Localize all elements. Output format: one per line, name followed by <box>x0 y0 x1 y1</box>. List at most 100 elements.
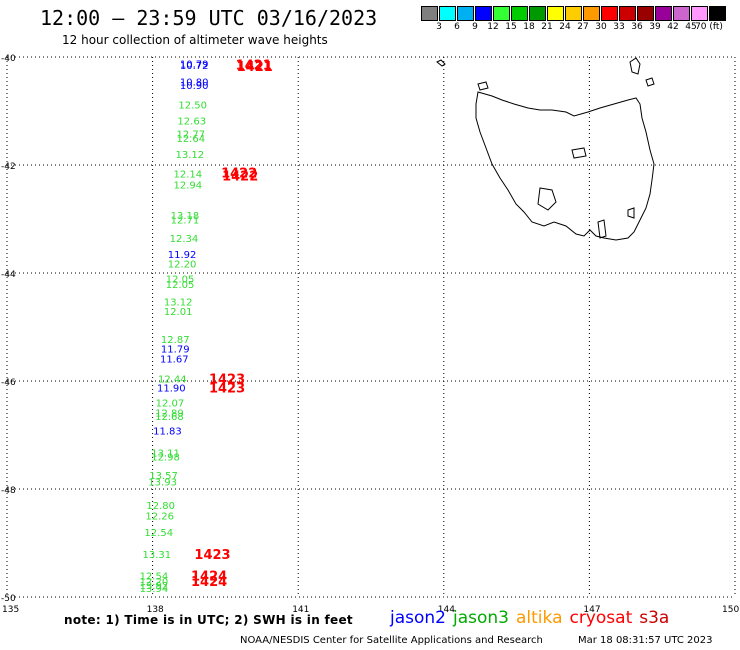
wave-height-value: 12.05 <box>166 280 195 291</box>
color-scale-label: 45 <box>685 22 697 32</box>
legend-entry-jason2: jason2 <box>390 608 446 628</box>
tasmania-outline <box>475 91 655 241</box>
longitude-label: 147 <box>583 605 600 615</box>
wave-height-value: 13.31 <box>142 550 171 561</box>
wave-height-value: 13.94 <box>140 584 169 595</box>
latitude-label: -46 <box>1 378 16 388</box>
wave-height-value: 12.50 <box>178 101 207 112</box>
great-lake <box>571 147 587 159</box>
lat-lon-grid <box>6 56 736 598</box>
page-title: 12:00 – 23:59 UTC 03/16/2023 <box>40 6 378 30</box>
longitude-label: 141 <box>292 605 309 615</box>
wave-height-value: 12.05 <box>166 274 195 285</box>
latitude-label: -44 <box>1 270 16 280</box>
color-swatch <box>709 6 726 21</box>
color-swatch <box>637 6 654 21</box>
wave-height-value: 13.12 <box>164 298 193 309</box>
longitude-label: 144 <box>438 605 455 615</box>
color-scale-label: 27 <box>577 22 589 32</box>
color-swatch <box>565 6 582 21</box>
wave-height-value: 12.89 <box>155 408 184 419</box>
wave-height-value: 12.07 <box>156 399 185 410</box>
wave-height-value: 12.87 <box>161 335 190 346</box>
wave-height-value: 12.26 <box>145 511 174 522</box>
footer-credit: NOAA/NESDIS Center for Satellite Applica… <box>240 635 543 646</box>
color-swatch <box>691 6 708 21</box>
color-scale-label: 33 <box>613 22 625 32</box>
satellite-legend: jason2 jason3 altika cryosat s3a <box>390 608 676 628</box>
note-text: note: 1) Time is in UTC; 2) SWH is in fe… <box>64 613 353 627</box>
wave-height-value: 12.54 <box>140 571 169 582</box>
wave-height-value: 12.20 <box>168 259 197 270</box>
wave-height-value: 13.92 <box>140 581 169 592</box>
pass-time-label: 1423 <box>209 381 245 396</box>
king-island <box>436 59 446 67</box>
color-swatch <box>511 6 528 21</box>
longitude-labels: 135 138 141 144 147 150 <box>2 605 739 615</box>
wave-height-value: 11.83 <box>153 427 182 438</box>
pass-time-label: 1422 <box>222 169 258 184</box>
color-swatch <box>547 6 564 21</box>
color-scale-label: 30 <box>595 22 607 32</box>
wave-height-value: 10.72 <box>180 61 209 72</box>
tasmania-coastline <box>436 57 655 241</box>
wave-height-value: 13.57 <box>149 471 178 482</box>
latitude-label: -50 <box>1 594 16 604</box>
pass-time-label: 1423 <box>209 372 245 387</box>
color-swatch <box>673 6 690 21</box>
wave-height-value: 12.14 <box>174 170 203 181</box>
wave-height-value: 12.63 <box>177 117 206 128</box>
wave-height-value: 10.90 <box>180 81 209 92</box>
latitude-label: -40 <box>1 54 16 64</box>
robbins-island <box>477 81 489 91</box>
color-scale-label: 42 <box>667 22 679 32</box>
wave-height-value: 12.54 <box>144 528 173 539</box>
pass-time-label: 1421 <box>236 59 272 74</box>
color-scale-label: 18 <box>523 22 535 32</box>
flinders-island <box>629 57 641 75</box>
wave-height-value: 13.93 <box>148 477 177 488</box>
pass-time-label: 1421 <box>237 60 273 75</box>
legend-entry-jason3: jason3 <box>453 608 509 628</box>
longitude-label: 138 <box>147 605 164 615</box>
generated-timestamp: Mar 18 08:31:57 UTC 2023 <box>578 635 713 646</box>
maria-island <box>627 207 635 219</box>
wave-height-value: 13.12 <box>175 150 204 161</box>
wave-height-value: 11.92 <box>168 250 197 261</box>
bruny-island <box>597 219 607 239</box>
color-scale-label: 12 <box>487 22 499 32</box>
color-swatch <box>583 6 600 21</box>
wave-height-value: 13.18 <box>171 211 200 222</box>
wave-height-value: 12.34 <box>170 234 199 245</box>
wave-height-value: 12.68 <box>155 412 184 423</box>
color-swatch <box>439 6 456 21</box>
legend-entry-cryosat: cryosat <box>569 608 633 628</box>
color-scale-label: 39 <box>649 22 661 32</box>
color-scale-label: 36 <box>631 22 643 32</box>
legend-entry-s3a: s3a <box>639 608 670 628</box>
pass-time-label: 1424 <box>191 575 227 590</box>
wave-height-value: 12.64 <box>176 134 205 145</box>
color-swatch <box>529 6 546 21</box>
pass-time-label: 1423 <box>194 548 230 563</box>
color-swatch <box>421 6 438 21</box>
color-scale-label: 21 <box>541 22 553 32</box>
pass-time-label: 1422 <box>221 167 257 182</box>
color-scale-labels: 3 6 9 12 15 18 21 24 27 30 33 36 39 42 45 70 (ft) <box>421 22 740 36</box>
wave-height-value: 12.80 <box>146 501 175 512</box>
color-scale-bar <box>421 6 727 21</box>
color-swatch <box>475 6 492 21</box>
color-swatch <box>655 6 672 21</box>
longitude-label: 135 <box>2 605 19 615</box>
wave-height-value: 11.79 <box>161 345 190 356</box>
wave-height-value: 12.98 <box>151 453 180 464</box>
color-scale-label: 24 <box>559 22 571 32</box>
page-subtitle: 12 hour collection of altimeter wave hei… <box>62 33 328 47</box>
latitude-labels: -40 -42 -44 -46 -48 -50 <box>1 54 16 604</box>
cape-barren-island <box>645 77 655 87</box>
wave-height-value: 12.20 <box>140 577 169 588</box>
wave-height-value: 12.44 <box>158 374 187 385</box>
wave-height-value: 12.94 <box>174 180 203 191</box>
